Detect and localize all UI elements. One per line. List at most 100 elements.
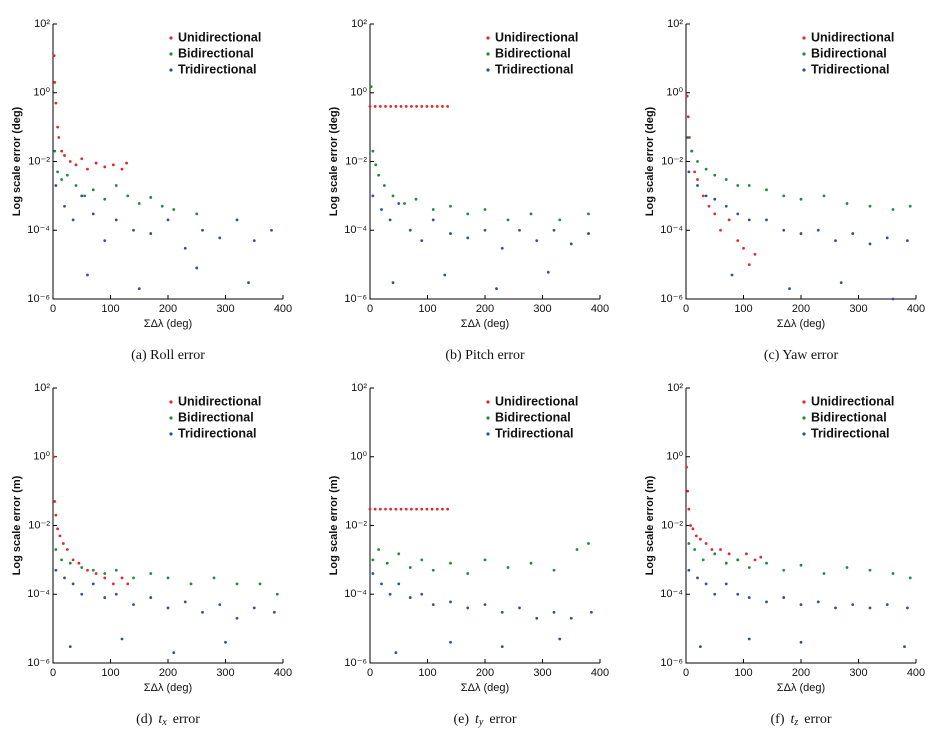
point	[58, 534, 62, 538]
caption: (d) tx error	[136, 712, 200, 728]
point	[713, 212, 717, 216]
point	[258, 582, 262, 586]
point	[696, 160, 699, 163]
point	[80, 194, 84, 198]
point	[389, 507, 393, 511]
y-tick-label: 10²	[667, 382, 683, 394]
point	[410, 105, 413, 108]
point	[483, 228, 487, 232]
y-tick-label: 10⁰	[350, 451, 367, 463]
point	[137, 202, 141, 205]
point	[397, 582, 401, 586]
point	[759, 555, 763, 559]
point	[252, 239, 256, 242]
point	[403, 202, 406, 205]
point	[166, 576, 170, 580]
point	[736, 558, 740, 562]
point	[373, 507, 377, 511]
x-tick-label: 100	[101, 667, 119, 679]
point	[868, 242, 872, 246]
y-axis-label: Log scale error (m)	[644, 475, 656, 575]
legend-label: Tridirectional	[811, 426, 890, 440]
point	[431, 603, 435, 606]
point	[91, 188, 95, 192]
point	[446, 507, 450, 511]
point	[431, 568, 435, 572]
point	[114, 592, 118, 596]
point	[212, 576, 216, 580]
point	[394, 507, 398, 511]
point	[587, 232, 590, 235]
y-tick-label: 10⁻⁶	[27, 657, 50, 669]
point	[443, 273, 447, 277]
point	[736, 239, 740, 242]
point	[689, 524, 692, 527]
legend-marker	[802, 416, 806, 420]
point	[52, 54, 56, 58]
point	[420, 558, 424, 562]
legend-marker	[486, 68, 490, 72]
point	[132, 603, 135, 606]
legend-label: Unidirectional	[178, 30, 261, 44]
point	[149, 596, 153, 599]
point	[420, 507, 424, 511]
point	[704, 542, 708, 545]
point	[747, 263, 751, 267]
point	[839, 281, 843, 284]
point	[704, 194, 708, 198]
x-tick-label: 400	[274, 303, 292, 315]
y-tick-label: 10⁻⁶	[344, 293, 367, 305]
point	[71, 558, 75, 562]
x-tick-label: 200	[792, 667, 810, 679]
point	[94, 572, 98, 575]
point	[380, 582, 383, 586]
y-tick-label: 10⁻²	[28, 155, 50, 167]
legend-marker	[169, 52, 173, 56]
point	[587, 542, 590, 545]
point	[385, 561, 389, 565]
point	[782, 194, 786, 198]
point	[103, 197, 107, 201]
point	[483, 558, 487, 562]
point	[693, 170, 697, 174]
point	[747, 566, 751, 569]
x-tick-label: 300	[533, 303, 551, 315]
point	[908, 576, 912, 580]
legend-marker	[802, 68, 806, 72]
point	[368, 105, 372, 108]
point	[80, 592, 84, 596]
x-tick-label: 0	[367, 303, 373, 315]
x-tick-label: 200	[476, 303, 494, 315]
point	[765, 218, 768, 222]
legend-marker	[169, 68, 173, 72]
y-tick-label: 10⁻²	[345, 155, 367, 167]
point	[685, 465, 688, 469]
legend-marker	[802, 400, 806, 404]
point	[834, 606, 837, 610]
point	[391, 194, 395, 198]
panel: 10⁻⁶ 10⁻⁴ 10⁻² 10⁰ 10² 0 100 200 300 400 ΣΔλ (deg)…	[328, 382, 609, 728]
legend-label: Bidirectional	[495, 46, 571, 60]
point	[753, 252, 757, 256]
legend-marker	[802, 432, 806, 436]
point	[86, 167, 89, 171]
point	[388, 218, 392, 222]
point	[77, 561, 81, 565]
legend-marker	[486, 52, 490, 56]
point	[195, 212, 199, 216]
point	[53, 149, 57, 153]
legend-marker	[169, 400, 173, 404]
point	[63, 576, 66, 580]
legend-marker	[802, 36, 806, 40]
y-axis-label: Log scale error (deg)	[644, 106, 656, 216]
caption-label: (f)	[771, 712, 785, 727]
point	[60, 178, 64, 181]
y-tick-label: 10⁻²	[661, 519, 683, 531]
panel: 10⁻⁶ 10⁻⁴ 10⁻² 10⁰ 10² 0 100 200 300 400 ΣΔλ (deg)…	[11, 382, 292, 728]
point	[891, 572, 895, 575]
point	[449, 204, 452, 208]
point	[201, 228, 204, 232]
caption-subscript: z	[793, 717, 798, 728]
point	[74, 163, 78, 167]
caption-text: error	[804, 712, 832, 727]
